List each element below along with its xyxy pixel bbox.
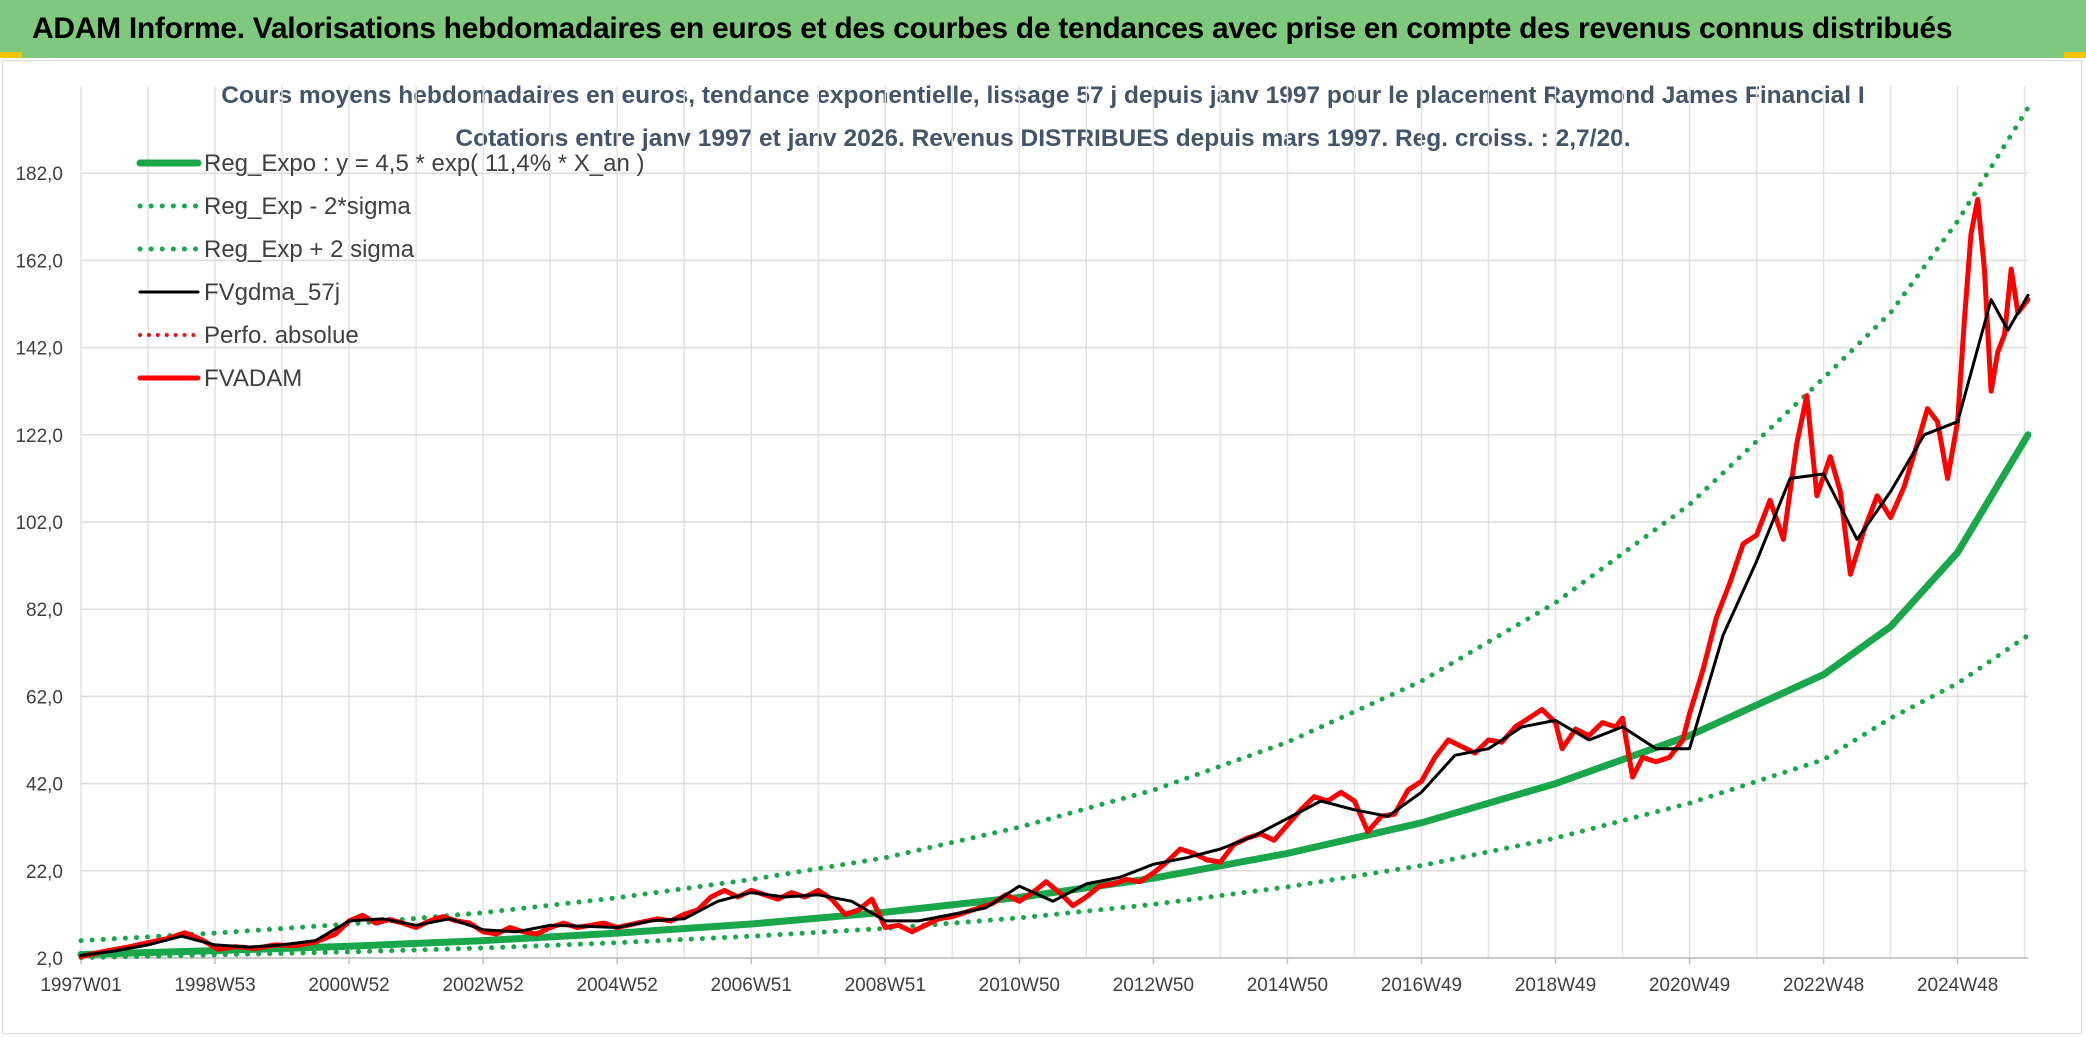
chart-title: Cours moyens hebdomadaires en euros, ten… bbox=[221, 82, 1864, 109]
legend-label-3: FVgdma_57j bbox=[204, 279, 340, 306]
x-tick-label: 2024W48 bbox=[1917, 975, 1998, 996]
y-tick-label: 162,0 bbox=[15, 251, 63, 272]
banner-corner-right bbox=[2064, 52, 2086, 58]
x-tick-label: 2018W49 bbox=[1515, 975, 1596, 996]
x-tick-label: 2000W52 bbox=[308, 975, 389, 996]
x-tick-label: 2002W52 bbox=[442, 975, 523, 996]
legend-label-2: Reg_Exp + 2 sigma bbox=[204, 236, 415, 263]
chart-subtitle: Cotations entre janv 1997 et janv 2026. … bbox=[455, 125, 1630, 152]
series-line-1 bbox=[78, 632, 2031, 961]
series-line-2 bbox=[78, 105, 2031, 944]
x-tick-label: 2022W48 bbox=[1783, 975, 1864, 996]
y-tick-label: 102,0 bbox=[15, 513, 63, 534]
chart-gridlines bbox=[80, 86, 2028, 964]
y-tick-label: 182,0 bbox=[15, 164, 63, 185]
chart-frame: Cours moyens hebdomadaires en euros, ten… bbox=[2, 60, 2082, 1034]
x-tick-label: 2014W50 bbox=[1247, 975, 1328, 996]
x-tick-label: 2010W50 bbox=[979, 975, 1060, 996]
series-line-5 bbox=[78, 196, 2031, 960]
legend-label-0: Reg_Expo : y = 4,5 * exp( 11,4% * X_an ) bbox=[204, 150, 644, 177]
line-chart: Cours moyens hebdomadaires en euros, ten… bbox=[15, 82, 2032, 996]
y-tick-label: 142,0 bbox=[15, 339, 63, 360]
y-tick-label: 62,0 bbox=[26, 687, 63, 708]
legend-label-4: Perfo. absolue bbox=[204, 322, 359, 349]
x-tick-label: 1997W01 bbox=[40, 975, 121, 996]
chart-legend: Reg_Expo : y = 4,5 * exp( 11,4% * X_an )… bbox=[136, 150, 644, 392]
y-tick-label: 82,0 bbox=[26, 600, 63, 621]
x-tick-label: 2016W49 bbox=[1381, 975, 1462, 996]
report-banner: ADAM Informe. Valorisations hebdomadaire… bbox=[0, 0, 2086, 58]
y-tick-label: 22,0 bbox=[26, 862, 63, 883]
report-title: ADAM Informe. Valorisations hebdomadaire… bbox=[32, 12, 1953, 45]
legend-label-1: Reg_Exp - 2*sigma bbox=[204, 193, 411, 220]
x-tick-label: 2020W49 bbox=[1649, 975, 1730, 996]
x-tick-label: 2006W51 bbox=[711, 975, 792, 996]
x-tick-label: 1998W53 bbox=[174, 975, 255, 996]
series-line-3 bbox=[79, 293, 2030, 957]
y-tick-label: 122,0 bbox=[15, 426, 63, 447]
chart-series bbox=[77, 105, 2032, 961]
x-tick-label: 2012W50 bbox=[1113, 975, 1194, 996]
legend-label-5: FVADAM bbox=[204, 365, 302, 392]
banner-corner-left bbox=[0, 52, 22, 58]
series-line-0 bbox=[77, 431, 2032, 958]
y-tick-label: 42,0 bbox=[26, 775, 63, 796]
x-tick-label: 2004W52 bbox=[577, 975, 658, 996]
y-tick-label: 2,0 bbox=[37, 949, 63, 970]
chart-tick-labels: 2,0 22,0 42,0 62,0 82,0 102,0 122,0 142,0 162,0 1… bbox=[15, 164, 1998, 996]
x-tick-label: 2008W51 bbox=[845, 975, 926, 996]
